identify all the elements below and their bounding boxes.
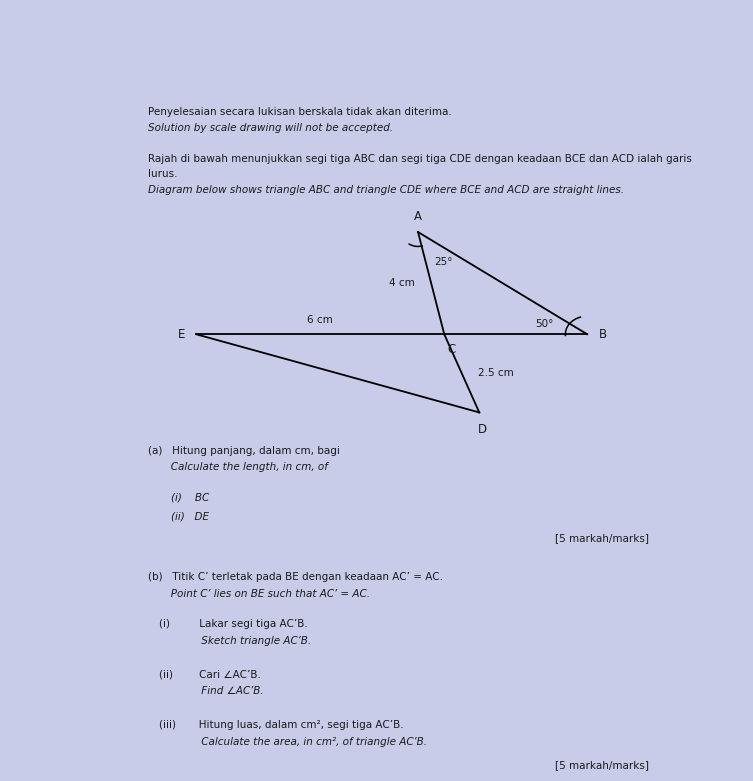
Text: 2.5 cm: 2.5 cm <box>478 369 514 378</box>
Text: Calculate the area, in cm², of triangle AC’B.: Calculate the area, in cm², of triangle … <box>160 736 428 747</box>
Text: lurus.: lurus. <box>148 169 177 180</box>
Text: Point C’ lies on BE such that AC’ = AC.: Point C’ lies on BE such that AC’ = AC. <box>148 589 370 599</box>
Text: Sketch triangle AC’B.: Sketch triangle AC’B. <box>160 636 312 646</box>
Text: (ii)        Cari ∠AC’B.: (ii) Cari ∠AC’B. <box>160 669 261 679</box>
Text: (iii)       Hitung luas, dalam cm², segi tiga AC’B.: (iii) Hitung luas, dalam cm², segi tiga … <box>160 720 404 730</box>
Text: [5 markah/marks]: [5 markah/marks] <box>554 533 648 543</box>
Text: (b)   Titik C’ terletak pada BE dengan keadaan AC’ = AC.: (b) Titik C’ terletak pada BE dengan kea… <box>148 572 443 582</box>
Text: Diagram below shows triangle ABC and triangle CDE where BCE and ACD are straight: Diagram below shows triangle ABC and tri… <box>148 185 623 195</box>
Text: (i)    BC: (i) BC <box>171 493 209 503</box>
Text: E: E <box>178 328 185 341</box>
Text: (a)   Hitung panjang, dalam cm, bagi: (a) Hitung panjang, dalam cm, bagi <box>148 445 340 455</box>
Text: Penyelesaian secara lukisan berskala tidak akan diterima.: Penyelesaian secara lukisan berskala tid… <box>148 107 452 117</box>
Text: [5 markah/marks]: [5 markah/marks] <box>554 761 648 770</box>
Text: Calculate the length, in cm, of: Calculate the length, in cm, of <box>148 462 328 473</box>
Text: Rajah di bawah menunjukkan segi tiga ABC dan segi tiga CDE dengan keadaan BCE da: Rajah di bawah menunjukkan segi tiga ABC… <box>148 154 692 164</box>
Text: A: A <box>414 210 422 223</box>
Text: 4 cm: 4 cm <box>389 278 415 288</box>
Text: Solution by scale drawing will not be accepted.: Solution by scale drawing will not be ac… <box>148 123 393 133</box>
Text: C: C <box>448 344 456 356</box>
Text: 6 cm: 6 cm <box>307 315 333 325</box>
Text: D: D <box>477 423 486 437</box>
Text: 25°: 25° <box>434 257 453 267</box>
Text: B: B <box>599 328 607 341</box>
Text: Find ∠AC’B.: Find ∠AC’B. <box>160 686 264 697</box>
Text: (i)         Lakar segi tiga AC’B.: (i) Lakar segi tiga AC’B. <box>160 619 308 629</box>
Text: 50°: 50° <box>535 319 553 330</box>
Text: (ii)   DE: (ii) DE <box>171 512 209 521</box>
